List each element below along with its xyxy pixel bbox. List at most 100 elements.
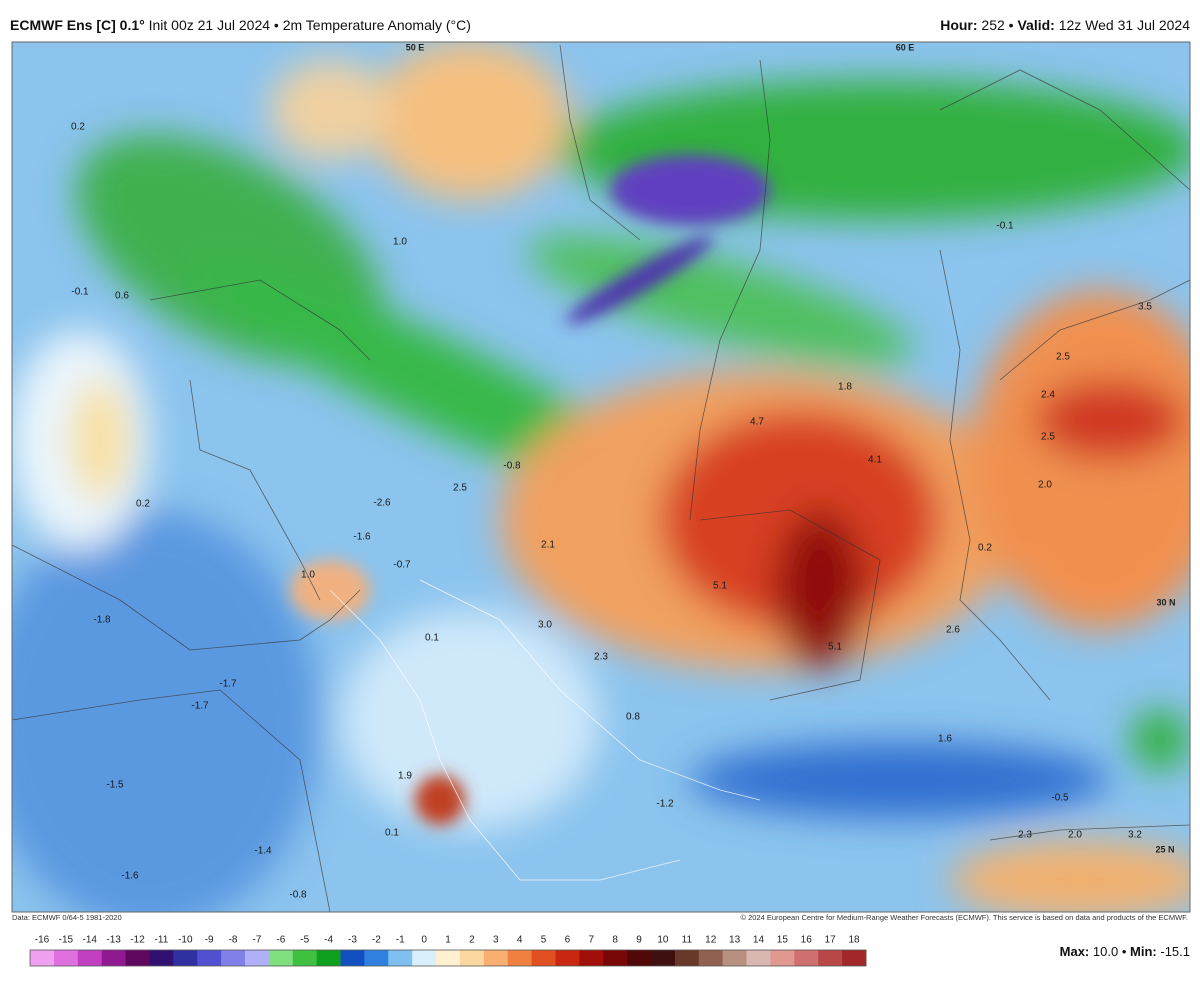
colorbar-swatch — [245, 950, 270, 966]
valid-label: Valid: — [1017, 17, 1054, 33]
anomaly-label: 0.2 — [136, 499, 150, 510]
map-labels: 50 E 60 E 30 N 25 N 0.2 -0.1 0.6 1.0 -0.1 3.5 2.5 2… — [71, 42, 1175, 900]
grid-label: 50 E — [406, 42, 425, 52]
colorbar-swatch — [316, 950, 342, 966]
colorbar-swatch — [197, 950, 222, 966]
max-label: Max: — [1060, 944, 1090, 959]
colorbar-tick-label: 9 — [636, 935, 642, 946]
colorbar-tick-label: -6 — [276, 935, 285, 946]
colorbar-swatch — [651, 950, 676, 966]
anomaly-label: 2.0 — [1068, 830, 1082, 841]
anomaly-label: 0.8 — [626, 712, 640, 723]
map — [12, 42, 1190, 912]
colorbar-swatch — [627, 950, 652, 966]
colorbar-tick-label: -12 — [130, 935, 145, 946]
colorbar-swatch — [579, 950, 604, 966]
colorbar-tick-label: 16 — [801, 935, 813, 946]
colorbar-tick-label: 4 — [517, 935, 523, 946]
anomaly-label: 0.2 — [71, 122, 85, 133]
colorbar-swatch — [698, 950, 724, 966]
colorbar-swatch — [770, 950, 795, 966]
colorbar-tick-label: -8 — [229, 935, 238, 946]
max-min: Max: 10.0 • Min: -15.1 — [1060, 944, 1190, 959]
anomaly-label: -1.6 — [121, 871, 139, 882]
colorbar-tick-label: -14 — [83, 935, 98, 946]
colorbar-tick-label: 14 — [753, 935, 765, 946]
colorbar-swatch — [221, 950, 246, 966]
colorbar-frame — [29, 949, 867, 967]
anomaly-label: 3.5 — [1138, 302, 1152, 313]
colorbar-tick-label: 17 — [825, 935, 837, 946]
copyright: © 2024 European Centre for Medium-Range … — [740, 913, 1188, 922]
colorbar-tick-label: -11 — [155, 935, 169, 946]
model-name: ECMWF Ens [C] 0.1° — [10, 17, 145, 33]
valid-time: 12z Wed 31 Jul 2024 — [1059, 17, 1190, 33]
colorbar-swatch — [173, 950, 198, 966]
colorbar-swatch — [436, 950, 461, 966]
colorbar-tick-label: 12 — [705, 935, 717, 946]
anomaly-label: 0.2 — [978, 543, 992, 554]
colorbar-tick-label: -10 — [178, 935, 193, 946]
colorbar-swatch — [412, 950, 437, 966]
colorbar-swatch — [30, 950, 55, 966]
colorbar-tick-label: 15 — [777, 935, 789, 946]
colorbar-tick-label: -9 — [205, 935, 214, 946]
colorbar-swatch — [77, 950, 103, 966]
hour: 252 — [981, 17, 1005, 33]
colorbar-tick-label: -13 — [106, 935, 121, 946]
anomaly-label: 2.5 — [1056, 352, 1070, 363]
anomaly-label: -1.5 — [106, 780, 124, 791]
separator: • — [1009, 17, 1014, 33]
colorbar-swatch — [794, 950, 819, 966]
colorbar-swatch — [292, 950, 318, 966]
anomaly-label: -1.4 — [254, 846, 272, 857]
header-right: Hour: 252 • Valid: 12z Wed 31 Jul 2024 — [940, 17, 1190, 33]
data-source: Data: ECMWF 0/64-5 1981-2020 — [12, 913, 122, 922]
anomaly-label: -1.8 — [93, 615, 111, 626]
colorbar-tick-label: -1 — [396, 935, 405, 946]
colorbar-swatch — [818, 950, 843, 966]
colorbar-tick-label: -16 — [35, 935, 50, 946]
separator: • — [1122, 944, 1127, 959]
colorbar-tick-label: 1 — [445, 935, 451, 946]
grid-label: 25 N — [1155, 844, 1174, 854]
colorbar-swatch — [364, 950, 389, 966]
anomaly-label: -2.6 — [373, 498, 391, 509]
hour-label: Hour: — [940, 17, 977, 33]
colorbar-swatch — [268, 950, 294, 966]
colorbar-swatch — [483, 950, 509, 966]
grid-label: 30 N — [1156, 597, 1175, 607]
anomaly-label: 4.1 — [868, 455, 882, 466]
colorbar-swatch — [125, 950, 150, 966]
anomaly-label: 2.1 — [541, 540, 555, 551]
colorbar-tick-label: -3 — [348, 935, 357, 946]
anomaly-label: 2.4 — [1041, 390, 1055, 401]
anomaly-label: -1.7 — [191, 701, 209, 712]
anomaly-label: 1.8 — [838, 382, 852, 393]
anomaly-label: 0.1 — [385, 828, 399, 839]
colorbar-swatch — [603, 950, 628, 966]
colorbar-tick-label: 8 — [612, 935, 618, 946]
anomaly-label: 2.3 — [594, 652, 608, 663]
colorbar-swatch — [53, 950, 79, 966]
min-label: Min: — [1130, 944, 1157, 959]
header-left: ECMWF Ens [C] 0.1° Init 00z 21 Jul 2024 … — [10, 17, 471, 33]
coastlines — [329, 579, 761, 881]
anomaly-label: 2.5 — [453, 483, 467, 494]
colorbar: -16 -15 -14 -13 -12 -11 -10 -9 -8 -7 -6 -5 -4 -3 -2 -1 0… — [29, 935, 867, 967]
anomaly-label: -0.5 — [1051, 793, 1069, 804]
colorbar-tick-label: 10 — [657, 935, 669, 946]
colorbar-swatch — [507, 950, 533, 966]
colorbar-swatch — [555, 950, 580, 966]
colorbar-swatch — [149, 950, 174, 966]
colorbar-swatch — [531, 950, 556, 966]
colorbar-swatch — [459, 950, 485, 966]
max-value: 10.0 — [1093, 944, 1118, 959]
anomaly-label: 0.1 — [425, 633, 439, 644]
colorbar-swatch — [722, 950, 748, 966]
anomaly-label: 1.6 — [938, 734, 952, 745]
colorbar-tick-label: -2 — [372, 935, 381, 946]
anomaly-label: -0.1 — [996, 221, 1014, 232]
anomaly-label: 3.0 — [538, 620, 552, 631]
